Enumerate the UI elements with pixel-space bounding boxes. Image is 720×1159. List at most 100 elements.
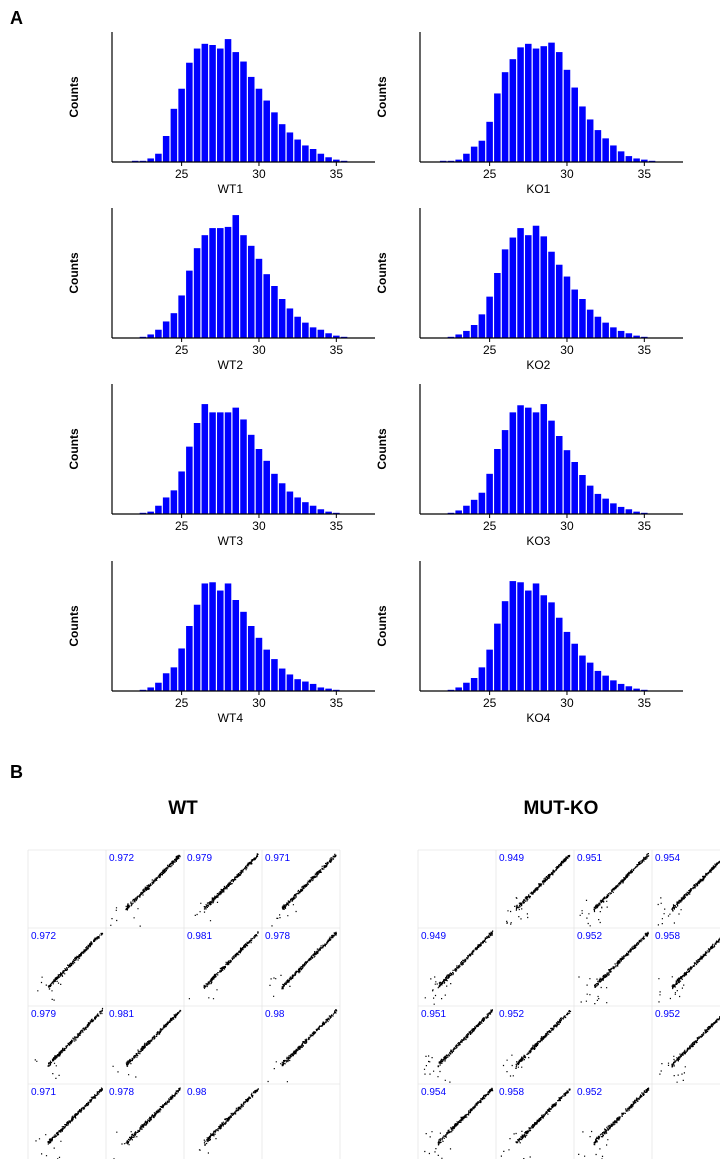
histogram-bar [155, 153, 162, 162]
histogram-bar [602, 138, 609, 162]
scatter-cell: 0.954 [655, 853, 720, 926]
x-tick-label: 25 [175, 167, 189, 181]
histogram-name: WT2 [218, 358, 244, 372]
histogram-bar [271, 473, 278, 514]
histogram-bar [286, 491, 294, 514]
histogram-wt2: 25 30 35 WT2 Counts [67, 208, 375, 372]
histogram-bar [610, 503, 617, 514]
histogram-bar [271, 659, 278, 691]
histogram-bar [617, 506, 625, 514]
histogram-bar [193, 604, 201, 691]
histogram-bar [162, 136, 170, 162]
histogram-bar [162, 321, 170, 338]
histogram-bar [501, 601, 509, 691]
x-tick-label: 35 [638, 696, 652, 710]
scatter-cell: 0.972 [109, 853, 181, 927]
histogram-name: KO3 [526, 534, 550, 548]
histogram-bar [278, 483, 286, 514]
histogram-bar [602, 675, 609, 691]
correlation-label: 0.958 [655, 931, 680, 942]
x-tick-label: 35 [330, 167, 344, 181]
histogram-bar [478, 314, 486, 338]
correlation-label: 0.978 [109, 1087, 134, 1098]
histogram-bar [494, 273, 501, 338]
x-tick-label: 30 [560, 167, 574, 181]
scatter-points [424, 930, 494, 1005]
histogram-bar [209, 228, 216, 338]
x-tick-label: 25 [483, 696, 497, 710]
correlation-label: 0.971 [31, 1087, 56, 1098]
scatter-points [423, 1009, 493, 1083]
scatter-cell: 0.979 [187, 853, 259, 922]
histogram-ko3: 25 30 35 KO3 Counts [375, 384, 683, 548]
scatter-cell: 0.981 [187, 931, 259, 1000]
histogram-bar [625, 686, 633, 691]
histogram-bar [525, 235, 532, 338]
y-axis-label: Counts [67, 605, 81, 647]
scatter-points [578, 931, 649, 1005]
scatter-cell: 0.954 [421, 1087, 494, 1159]
histogram-bar [478, 140, 486, 162]
histogram-bar [586, 119, 594, 162]
correlation-label: 0.981 [109, 1009, 134, 1020]
histogram-bar [579, 655, 586, 691]
histogram-bar [147, 687, 154, 691]
x-tick-label: 30 [252, 343, 266, 357]
correlation-label: 0.981 [187, 931, 212, 942]
histogram-bar [555, 52, 563, 162]
scatter-cell: 0.958 [499, 1087, 571, 1159]
x-tick-label: 30 [252, 519, 266, 533]
x-tick-label: 35 [330, 519, 344, 533]
scatter-matrices: WT 0.972 0.979 0.971 0.972 0.981 0.978 0.979 0.9… [27, 798, 720, 1159]
histogram-bar [232, 215, 240, 338]
histogram-bar [263, 274, 270, 338]
correlation-label: 0.949 [499, 853, 524, 864]
histogram-bar [633, 688, 640, 691]
histogram-bar [594, 670, 602, 691]
histogram-bar [201, 583, 209, 691]
histogram-bar [178, 88, 185, 162]
histogram-bar [317, 329, 325, 338]
histogram-bar [201, 43, 209, 163]
scatter-cell: 0.98 [265, 1009, 338, 1083]
histogram-ko1: 25 30 35 KO1 Counts [375, 32, 683, 196]
histogram-bar [325, 511, 332, 514]
histogram-bar [302, 502, 309, 514]
scatter-points [113, 1087, 181, 1159]
x-tick-label: 35 [638, 343, 652, 357]
histogram-bar [201, 235, 209, 338]
correlation-label: 0.954 [421, 1087, 446, 1098]
scatter-cell: 0.979 [31, 1007, 104, 1079]
histogram-bar [178, 648, 185, 691]
x-tick-label: 35 [330, 343, 344, 357]
scatter-matrix-wt: WT 0.972 0.979 0.971 0.972 0.981 0.978 0.979 0.9… [27, 798, 341, 1159]
scatter-cell: 0.951 [577, 853, 650, 927]
x-tick-label: 25 [175, 343, 189, 357]
histogram-bar [594, 316, 602, 338]
histogram-bar [201, 404, 209, 514]
x-tick-label: 25 [175, 696, 189, 710]
histogram-bar [517, 47, 524, 163]
histogram-bar [232, 600, 240, 691]
histogram-bar [294, 139, 301, 162]
histogram-bar [170, 313, 178, 338]
histogram-bar [517, 405, 524, 514]
scatter-points [267, 1009, 338, 1083]
correlation-label: 0.954 [655, 853, 680, 864]
histogram-bar [309, 327, 317, 338]
histogram-bar [532, 412, 540, 514]
histogram-bar [325, 157, 332, 162]
histogram-bar [532, 583, 540, 691]
scatter-points [198, 1088, 259, 1154]
histogram-bar [602, 498, 609, 514]
histogram-ko2: 25 30 35 KO2 Counts [375, 208, 683, 372]
histogram-bar [278, 299, 286, 338]
histogram-bar [155, 329, 162, 338]
y-axis-label: Counts [67, 428, 81, 470]
histogram-bar [610, 145, 617, 162]
histogram-name: KO2 [526, 358, 550, 372]
histogram-bar [540, 404, 548, 514]
correlation-label: 0.978 [265, 931, 290, 942]
scatter-cell: 0.951 [421, 1009, 493, 1083]
